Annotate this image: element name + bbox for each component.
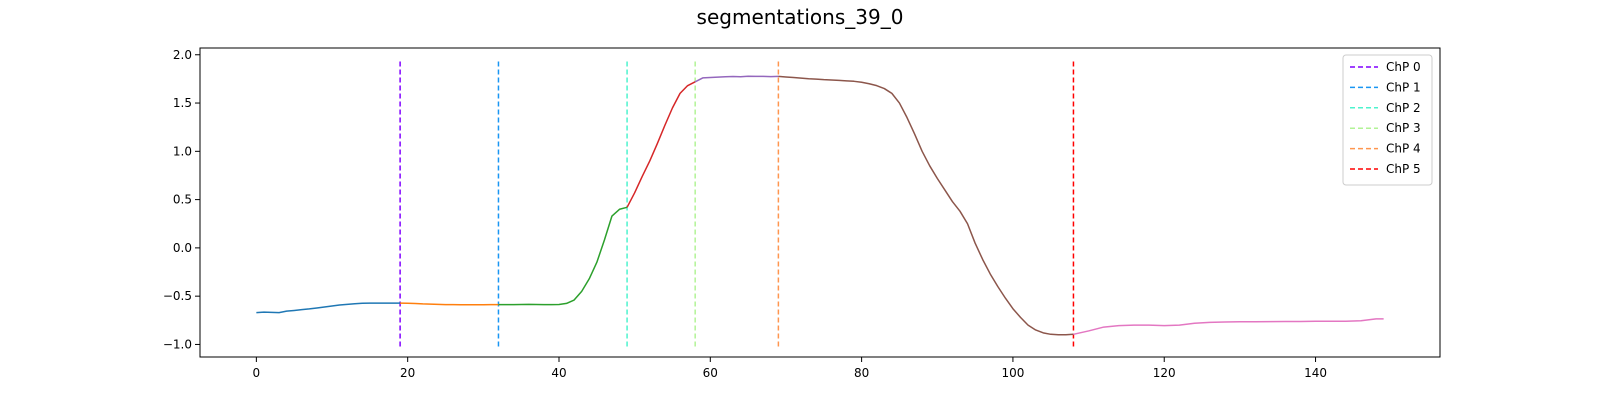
y-tick-label: 1.5	[173, 96, 192, 110]
segment-line-4	[694, 75, 779, 83]
y-tick-label: 0.0	[173, 241, 192, 255]
legend-label-3: ChP 3	[1386, 121, 1421, 135]
y-tick-label: −0.5	[163, 289, 192, 303]
x-tick-label: 120	[1153, 366, 1176, 380]
segment-line-2	[498, 206, 628, 306]
y-tick-label: 0.5	[173, 193, 192, 207]
legend-label-1: ChP 1	[1386, 80, 1421, 94]
legend-label-0: ChP 0	[1386, 60, 1421, 74]
segment-line-3	[626, 81, 696, 208]
x-tick-label: 0	[253, 366, 261, 380]
chart-title: segmentations_39_0	[697, 5, 904, 29]
legend: ChP 0 ChP 1 ChP 2 ChP 3 ChP 4 ChP 5	[1342, 54, 1433, 186]
legend-box	[1342, 54, 1433, 186]
x-tick-label: 80	[854, 366, 869, 380]
y-tick-label: −1.0	[163, 337, 192, 351]
y-tick-label: 1.0	[173, 144, 192, 158]
x-tick-label: 60	[703, 366, 718, 380]
segment-line-0	[256, 302, 401, 314]
series-lines	[256, 75, 1384, 336]
segment-line-5	[778, 75, 1074, 336]
y-tick-label: 2.0	[173, 48, 192, 62]
segment-line-6	[1073, 318, 1384, 336]
x-tick-label: 40	[551, 366, 566, 380]
x-tick-label: 20	[400, 366, 415, 380]
x-tick-label: 100	[1001, 366, 1024, 380]
y-axis: −1.0 −0.5 0.0 0.5 1.0 1.5 2.0	[163, 48, 200, 351]
x-axis: 0 20 40 60 80 100 120 140	[253, 357, 1327, 380]
segment-line-1	[400, 302, 499, 306]
plot-area	[199, 47, 1441, 358]
legend-label-5: ChP 5	[1386, 162, 1421, 176]
x-tick-label: 140	[1304, 366, 1327, 380]
legend-label-4: ChP 4	[1386, 142, 1421, 156]
legend-label-2: ChP 2	[1386, 101, 1421, 115]
